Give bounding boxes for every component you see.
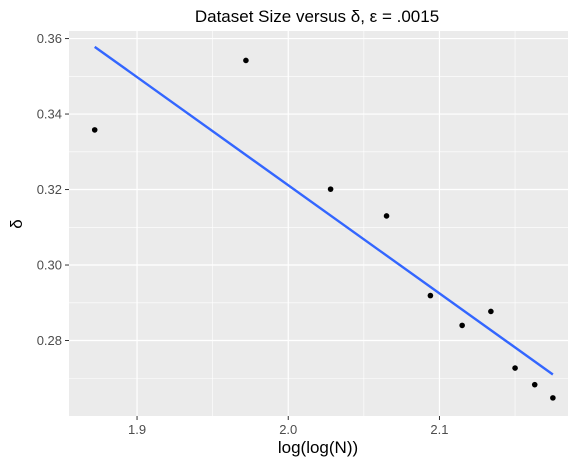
x-axis: 1.9 2.0 2.1 bbox=[128, 416, 449, 437]
y-tick-label: 0.36 bbox=[37, 31, 62, 46]
regression-line bbox=[94, 45, 554, 376]
y-axis: 0.28 0.30 0.32 0.34 0.36 bbox=[37, 31, 69, 348]
data-point bbox=[531, 381, 538, 388]
plot-panel bbox=[69, 31, 568, 416]
y-tick-label: 0.32 bbox=[37, 182, 62, 197]
data-point bbox=[91, 127, 98, 133]
grid-major bbox=[69, 31, 568, 416]
data-point bbox=[488, 308, 494, 315]
data-point bbox=[512, 365, 518, 371]
scatter-points bbox=[91, 57, 556, 401]
data-point bbox=[383, 213, 390, 219]
data-point bbox=[550, 395, 556, 401]
y-tick-label: 0.34 bbox=[37, 107, 62, 122]
data-point bbox=[327, 186, 334, 192]
y-tick-label: 0.28 bbox=[37, 333, 62, 348]
data-point bbox=[427, 292, 434, 299]
grid-minor bbox=[69, 31, 568, 416]
x-tick-label: 2.0 bbox=[279, 422, 297, 437]
y-axis-title: δ bbox=[7, 219, 26, 228]
data-point bbox=[459, 322, 465, 329]
x-axis-title: log(log(N)) bbox=[278, 438, 358, 457]
y-tick-label: 0.30 bbox=[37, 258, 62, 273]
data-point bbox=[243, 57, 249, 64]
chart-title: Dataset Size versus δ, ε = .0015 bbox=[195, 7, 439, 26]
x-tick-label: 2.1 bbox=[430, 422, 448, 437]
x-tick-label: 1.9 bbox=[128, 422, 146, 437]
